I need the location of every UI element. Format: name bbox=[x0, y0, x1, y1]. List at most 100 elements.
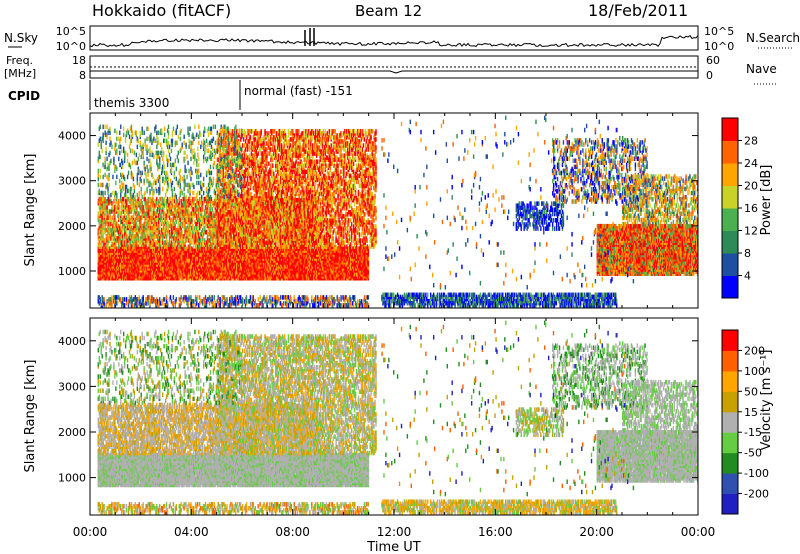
echo-cell bbox=[124, 268, 127, 273]
echo-cell bbox=[149, 221, 151, 227]
echo-cell bbox=[128, 213, 131, 218]
echo-cell bbox=[264, 250, 266, 255]
echo-cell bbox=[175, 246, 178, 251]
echo-cell bbox=[161, 246, 164, 251]
nsky-line bbox=[89, 35, 699, 48]
echo-cell bbox=[97, 258, 99, 263]
echo-cell bbox=[156, 246, 158, 251]
echo-cell bbox=[151, 248, 153, 253]
echo-cell bbox=[132, 213, 135, 218]
echo-cell bbox=[263, 268, 265, 273]
echo-cell bbox=[199, 246, 202, 251]
echo-cell bbox=[147, 264, 149, 269]
echo-cell bbox=[195, 270, 197, 275]
echo-cell bbox=[123, 272, 126, 277]
echo-cell bbox=[201, 262, 204, 267]
echo-cell bbox=[219, 268, 221, 273]
echo-cell bbox=[128, 262, 131, 267]
echo-cell bbox=[237, 276, 239, 281]
freq-label-2: [MHz] bbox=[4, 67, 36, 80]
echo-cell bbox=[133, 256, 136, 261]
echo-cell bbox=[257, 260, 259, 265]
echo-cell bbox=[105, 262, 107, 267]
cpid-segment-2: normal (fast) -151 bbox=[244, 84, 353, 98]
echo-cell bbox=[131, 246, 134, 251]
echo-cell bbox=[159, 246, 161, 251]
cpid-segment-1: themis 3300 bbox=[94, 96, 169, 110]
echo-cell bbox=[242, 264, 245, 269]
echo-cell bbox=[210, 250, 213, 255]
echo-cell bbox=[195, 248, 197, 253]
echo-cell bbox=[111, 219, 113, 225]
echo-cell bbox=[173, 246, 176, 251]
nsearch-label: N.Search bbox=[746, 31, 800, 45]
echo-cell bbox=[190, 252, 192, 257]
echo-cell bbox=[168, 246, 171, 251]
echo-cell bbox=[171, 258, 174, 263]
echo-cell bbox=[157, 246, 159, 251]
echo-cell bbox=[185, 276, 187, 281]
echo-cell bbox=[178, 274, 180, 279]
nave-label: Nave bbox=[746, 62, 777, 76]
echo-cell bbox=[230, 252, 232, 257]
echo-cell bbox=[128, 268, 131, 273]
echo-cell bbox=[113, 198, 115, 204]
echo-cell bbox=[140, 219, 142, 225]
echo-cell bbox=[144, 254, 146, 259]
echo-cell bbox=[138, 276, 140, 281]
nsky-label: N.Sky bbox=[4, 31, 38, 45]
echo-cell bbox=[173, 264, 176, 269]
echo-cell bbox=[245, 254, 248, 259]
echo-cell bbox=[258, 246, 260, 251]
echo-cell bbox=[244, 268, 247, 273]
echo-cell bbox=[202, 246, 205, 251]
echo-cell bbox=[130, 248, 133, 253]
echo-cell bbox=[111, 200, 113, 206]
echo-cell bbox=[126, 256, 129, 261]
freq-tick-top: 18 bbox=[72, 54, 86, 67]
echo-cell bbox=[97, 246, 99, 251]
echo-cell bbox=[213, 276, 216, 281]
echo-cell bbox=[194, 248, 196, 253]
echo-cell bbox=[207, 272, 210, 277]
echo-cell bbox=[103, 266, 105, 271]
echo-cell bbox=[168, 256, 171, 261]
echo-cell bbox=[260, 268, 262, 273]
echo-cell bbox=[161, 254, 164, 259]
echo-cell bbox=[190, 246, 192, 251]
echo-cell bbox=[182, 246, 184, 251]
echo-cell bbox=[216, 268, 218, 273]
echo-cell bbox=[212, 264, 215, 269]
echo-cell bbox=[135, 266, 138, 271]
echo-cell bbox=[115, 203, 117, 208]
echo-cell bbox=[228, 270, 230, 275]
echo-cell bbox=[105, 246, 107, 251]
echo-cell bbox=[204, 256, 207, 261]
echo-cell bbox=[138, 246, 140, 251]
echo-cell bbox=[186, 246, 188, 251]
echo-cell bbox=[101, 270, 103, 275]
echo-cell bbox=[184, 254, 186, 259]
echo-cell bbox=[257, 270, 259, 275]
echo-cell bbox=[150, 250, 152, 255]
echo-cell bbox=[144, 246, 146, 251]
echo-cell bbox=[127, 244, 130, 249]
freq-tick-bottom: 8 bbox=[79, 69, 86, 82]
echo-cell bbox=[222, 246, 224, 251]
echo-cell bbox=[163, 260, 166, 265]
echo-cell bbox=[97, 211, 99, 216]
echo-cell bbox=[202, 266, 205, 271]
echo-cell bbox=[119, 205, 121, 210]
echo-cell bbox=[157, 256, 159, 261]
nsearch-tick-top: 10^5 bbox=[704, 25, 734, 38]
echo-cell bbox=[139, 246, 141, 251]
echo-cell bbox=[174, 270, 177, 275]
echo-cell bbox=[211, 256, 214, 261]
echo-cell bbox=[218, 262, 220, 267]
freq-label-1: Freq. bbox=[6, 54, 33, 67]
power-scatter-cells bbox=[97, 115, 699, 308]
echo-cell bbox=[250, 250, 253, 255]
echo-cell bbox=[140, 246, 142, 251]
echo-cell bbox=[128, 246, 131, 251]
echo-cell bbox=[116, 196, 118, 202]
